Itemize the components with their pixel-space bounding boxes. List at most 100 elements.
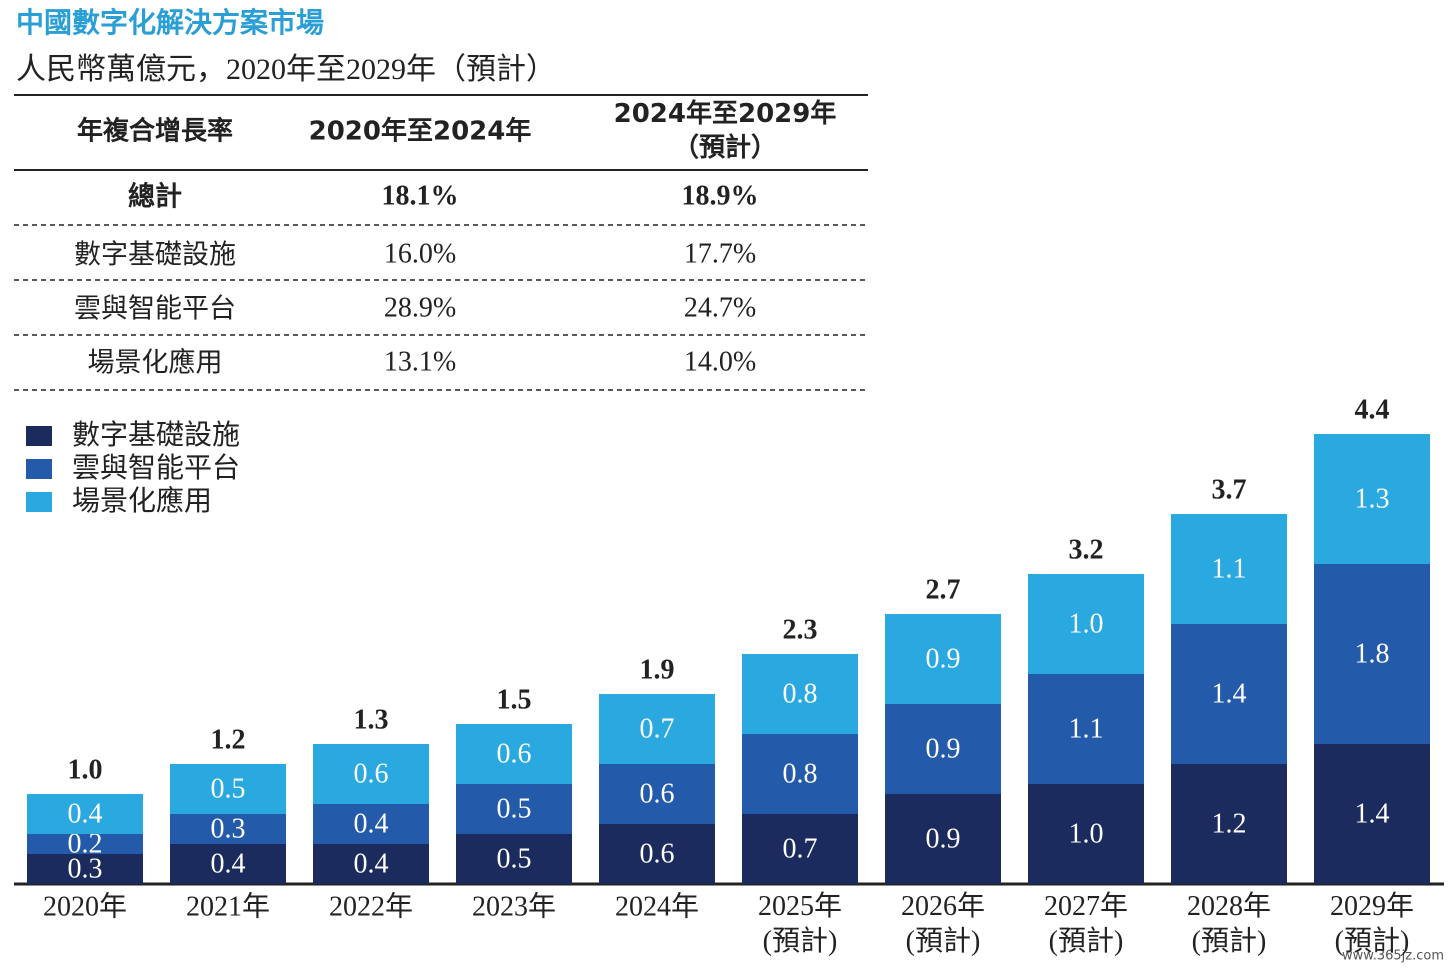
table-cell: 18.1% <box>382 180 459 211</box>
bar-segment <box>1171 764 1287 884</box>
total-label: 3.2 <box>1069 534 1104 565</box>
value-label: 0.5 <box>211 773 246 804</box>
bar-segment <box>27 794 143 834</box>
value-label: 1.2 <box>1212 808 1247 839</box>
total-label: 1.0 <box>68 754 103 785</box>
x-tick-label: 2022年 <box>329 890 413 922</box>
table-row-label: 場景化應用 <box>88 348 223 379</box>
x-tick-label: 2023年 <box>472 890 556 922</box>
x-tick-label: 2025年(預計) <box>758 890 842 957</box>
table-row-label: 數字基礎設施 <box>74 240 236 271</box>
bar-segment <box>1314 434 1430 564</box>
bar-segment <box>1171 624 1287 764</box>
value-label: 0.8 <box>783 758 818 789</box>
value-label: 0.6 <box>497 738 532 769</box>
bar-segment <box>170 814 286 844</box>
total-label: 1.2 <box>211 724 246 755</box>
value-label: 0.3 <box>68 853 103 884</box>
table-header: 2024年至2029年（預計） <box>614 98 837 163</box>
table-row-label: 總計 <box>128 181 182 213</box>
table-cell: 18.9% <box>682 180 759 211</box>
title: 中國數字化解決方案市場 <box>16 6 324 39</box>
total-label: 3.7 <box>1212 474 1247 505</box>
value-label: 0.4 <box>211 848 246 879</box>
bar-segment <box>1028 574 1144 674</box>
value-label: 0.9 <box>926 823 961 854</box>
bar-segment <box>170 844 286 884</box>
bar-segment <box>599 764 715 824</box>
bar-segment <box>1028 674 1144 784</box>
total-label: 1.3 <box>354 704 389 735</box>
bar-segment <box>27 834 143 854</box>
bar-segment <box>456 834 572 884</box>
value-label: 0.4 <box>68 798 103 829</box>
table-row-label: 雲與智能平台 <box>74 294 236 325</box>
x-tick-label: 2024年 <box>615 890 699 922</box>
value-label: 0.6 <box>640 778 675 809</box>
value-label: 1.0 <box>1069 818 1104 849</box>
total-label: 1.9 <box>640 654 675 685</box>
value-label: 1.8 <box>1355 638 1390 669</box>
bar-segment <box>599 824 715 884</box>
legend-swatch <box>26 459 52 479</box>
legend-label: 場景化應用 <box>72 484 212 517</box>
value-label: 0.9 <box>926 733 961 764</box>
total-label: 1.5 <box>497 684 532 715</box>
x-tick-label: 2021年 <box>186 890 270 922</box>
bar-segment <box>742 814 858 884</box>
x-tick-label: 2029年(預計) <box>1330 890 1414 957</box>
value-label: 0.6 <box>640 838 675 869</box>
table-header: 年複合增長率 <box>77 116 233 147</box>
value-label: 0.7 <box>783 833 818 864</box>
x-tick-label: 2027年(預計) <box>1044 890 1128 957</box>
value-label: 0.4 <box>354 808 389 839</box>
value-label: 1.4 <box>1212 678 1247 709</box>
bar-segment <box>27 854 143 884</box>
value-label: 0.5 <box>497 793 532 824</box>
table-cell: 13.1% <box>384 346 456 377</box>
table-cell: 28.9% <box>384 292 456 323</box>
value-label: 0.7 <box>640 713 675 744</box>
legend-label: 數字基礎設施 <box>72 418 240 451</box>
bar-segment <box>456 784 572 834</box>
bar-segment <box>885 704 1001 794</box>
bar-segment <box>599 694 715 764</box>
watermark: www.365jz.com <box>1342 949 1444 964</box>
bar-segment <box>1028 784 1144 884</box>
bar-segment <box>885 794 1001 884</box>
value-label: 1.3 <box>1355 483 1390 514</box>
table-cell: 16.0% <box>384 238 456 269</box>
value-label: 1.1 <box>1069 713 1104 744</box>
total-label: 2.3 <box>783 614 818 645</box>
bar-segment <box>1314 744 1430 884</box>
value-label: 0.8 <box>783 678 818 709</box>
subtitle: 人民幣萬億元，2020年至2029年（預計） <box>16 53 556 86</box>
table-cell: 14.0% <box>684 346 756 377</box>
bar-segment <box>1171 514 1287 624</box>
value-label: 0.3 <box>211 813 246 844</box>
table-cell: 24.7% <box>684 292 756 323</box>
x-tick-label: 2020年 <box>43 890 127 922</box>
bar-segment <box>742 654 858 734</box>
value-label: 1.1 <box>1212 553 1247 584</box>
bar-segment <box>313 844 429 884</box>
legend-swatch <box>26 426 52 446</box>
total-label: 4.4 <box>1355 394 1390 425</box>
legend-label: 雲與智能平台 <box>72 451 240 484</box>
bar-segment <box>1314 564 1430 744</box>
value-label: 0.5 <box>497 843 532 874</box>
bar-segment <box>313 804 429 844</box>
x-tick-label: 2028年(預計) <box>1187 890 1271 957</box>
value-label: 1.0 <box>1069 608 1104 639</box>
legend-swatch <box>26 492 52 512</box>
bar-segment <box>170 764 286 814</box>
table-cell: 17.7% <box>684 238 756 269</box>
x-tick-label: 2026年(預計) <box>901 890 985 957</box>
value-label: 1.4 <box>1355 798 1390 829</box>
value-label: 0.6 <box>354 758 389 789</box>
bar-segment <box>885 614 1001 704</box>
value-label: 0.4 <box>354 848 389 879</box>
bar-segment <box>456 724 572 784</box>
bar-segment <box>742 734 858 814</box>
